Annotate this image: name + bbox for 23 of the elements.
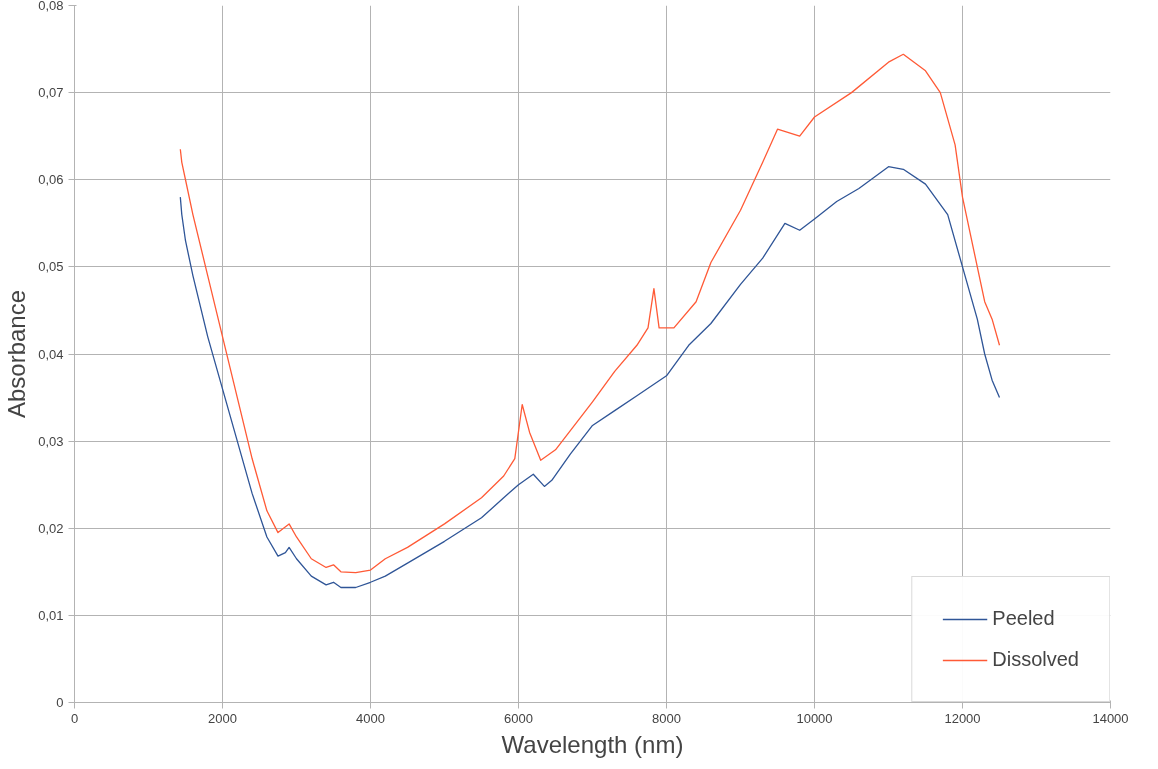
y-tick-label: 0: [56, 695, 64, 710]
x-tick-label: 2000: [208, 710, 237, 726]
y-tick-label: 0,03: [38, 433, 64, 449]
x-tick-label: 14000: [1092, 710, 1129, 726]
y-tick-label: 0,06: [38, 172, 64, 188]
y-tick-label: 0,02: [38, 520, 64, 536]
y-tick-label: 0,01: [38, 607, 64, 623]
y-tick-label: 0,05: [38, 259, 64, 275]
y-tick-label: 0,04: [38, 346, 64, 362]
x-tick-label: 6000: [504, 710, 533, 726]
x-tick-label: 12000: [944, 710, 981, 726]
line-series: [179, 166, 1001, 589]
x-tick-label: 4000: [356, 710, 385, 726]
x-tick-label: 8000: [652, 710, 681, 726]
x-tick-label: 0: [70, 710, 79, 726]
line-series: [179, 53, 1001, 574]
x-axis-title: Wavelength (nm): [501, 730, 684, 758]
y-axis-title: Absorbance: [3, 289, 31, 419]
legend-label: Dissolved: [992, 648, 1079, 671]
x-tick-label: 10000: [796, 710, 833, 726]
y-tick-label: 0,07: [38, 85, 64, 101]
legend-label: Peeled: [992, 607, 1055, 630]
y-tick-label: 0,08: [38, 0, 64, 13]
